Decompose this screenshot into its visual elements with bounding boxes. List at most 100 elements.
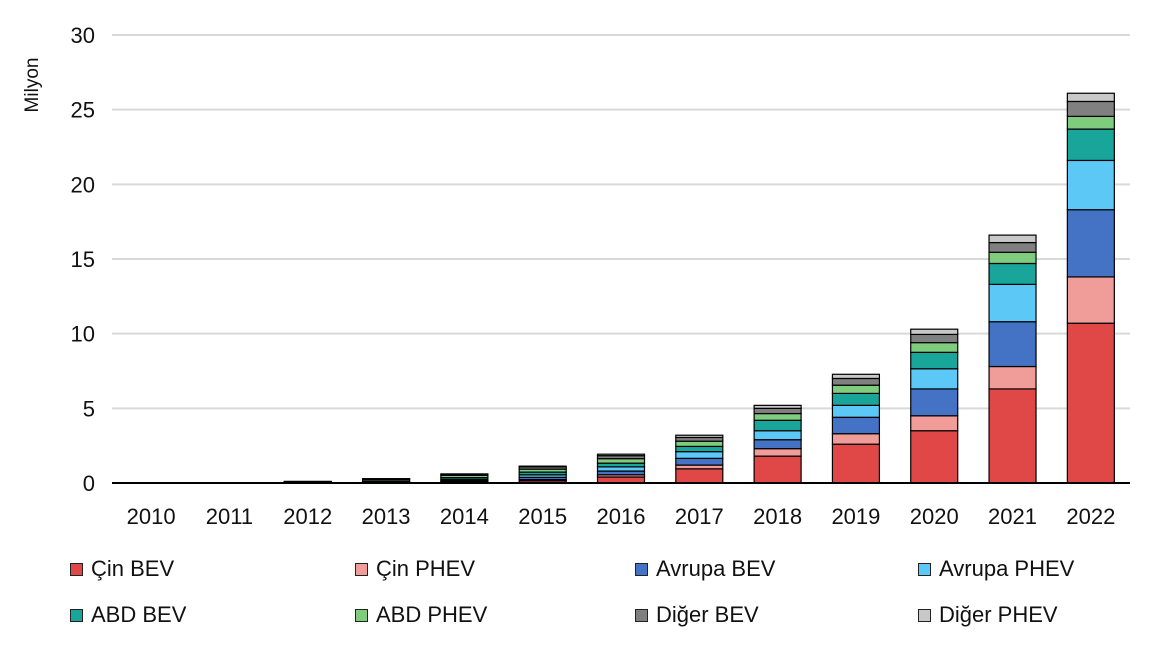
bar-segment [754,408,801,413]
bar-segment [911,343,958,353]
legend-swatch [918,609,931,622]
bar-segment [754,420,801,430]
y-tick-label: 5 [83,396,95,421]
bar-segment [832,417,879,433]
legend-item: Çin PHEV [355,556,475,582]
x-tick-label: 2021 [988,504,1037,529]
legend-item: Avrupa BEV [635,556,775,582]
y-tick-label: 30 [71,23,95,48]
y-axis-label: Milyon [22,58,43,113]
bar-segment [1067,160,1114,209]
bar-segment [911,369,958,389]
legend-item: Diğer BEV [635,602,759,628]
legend-swatch [355,563,368,576]
legend-item: ABD PHEV [355,602,487,628]
bar-segment [676,458,723,465]
legend-label: Çin BEV [91,556,174,582]
bar-segment [832,385,879,393]
bar-segment [911,352,958,368]
bar-segment [911,389,958,416]
bar-segment [1067,129,1114,160]
y-tick-label: 15 [71,247,95,272]
bar-segment [832,374,879,378]
legend-label: Avrupa BEV [656,556,775,582]
bar-segment [676,469,723,483]
legend-swatch [635,609,648,622]
legend-label: ABD PHEV [376,602,487,628]
bar-segment [1067,101,1114,116]
bar-segment [676,446,723,451]
x-tick-label: 2017 [675,504,724,529]
bar-segment [832,444,879,483]
bar-segment [754,431,801,440]
bar-segment [989,367,1036,389]
bar-segment [754,414,801,421]
y-axis-ticks: 0 5 10 15 20 25 30 [71,23,95,496]
bar-segment [598,467,645,471]
legend-item: Çin BEV [70,556,174,582]
x-tick-label: 2020 [910,504,959,529]
bar-segment [676,435,723,437]
bar-segment [1067,93,1114,101]
x-tick-label: 2014 [440,504,489,529]
bar-segment [754,449,801,456]
bar-segment [911,431,958,483]
x-tick-label: 2022 [1066,504,1115,529]
x-axis-ticks: 2010 2011 2012 2013 2014 2015 2016 2017 2018 2019… [127,504,1116,529]
bar-segment [1067,323,1114,483]
bar-segment [832,434,879,444]
bar-segment [1067,210,1114,277]
legend-label: Çin PHEV [376,556,475,582]
bar-segment [832,378,879,385]
bar-segment [989,263,1036,284]
bar-segment [1067,116,1114,129]
bar-segment [989,284,1036,321]
bar-segment [754,456,801,483]
x-tick-label: 2010 [127,504,176,529]
bar-segment [676,441,723,446]
bar-segment [598,459,645,463]
bar-segment [754,440,801,449]
bar-segment [911,334,958,342]
x-tick-label: 2016 [597,504,646,529]
legend-label: Avrupa PHEV [939,556,1074,582]
bar-segment [989,252,1036,263]
bar-segment [911,416,958,431]
bar-segment [911,329,958,334]
bars [206,93,1114,483]
x-tick-label: 2015 [518,504,567,529]
x-tick-label: 2018 [753,504,802,529]
bar-segment [754,405,801,408]
bar-segment [989,235,1036,242]
bar-segment [519,466,566,467]
legend-swatch [70,563,83,576]
bar-segment [989,389,1036,483]
y-tick-label: 0 [83,471,95,496]
y-tick-label: 10 [71,322,95,347]
legend-swatch [355,609,368,622]
bar-segment [989,243,1036,253]
x-tick-label: 2011 [206,504,253,529]
bar-segment [832,405,879,417]
legend-label: Diğer BEV [656,602,759,628]
legend-label: Diğer PHEV [939,602,1058,628]
legend-item: ABD BEV [70,602,186,628]
legend-swatch [70,609,83,622]
legend-item: Avrupa PHEV [918,556,1074,582]
legend-label: ABD BEV [91,602,186,628]
y-tick-label: 20 [71,172,95,197]
x-tick-label: 2013 [362,504,411,529]
bar-segment [989,322,1036,367]
bar-segment [1067,277,1114,323]
legend-swatch [918,563,931,576]
legend-item: Diğer PHEV [918,602,1058,628]
gridlines [112,35,1130,408]
bar-segment [832,393,879,405]
x-tick-label: 2012 [283,504,332,529]
y-tick-label: 25 [71,98,95,123]
legend-swatch [635,563,648,576]
x-tick-label: 2019 [831,504,880,529]
bar-segment [598,454,645,455]
bar-segment [676,452,723,459]
